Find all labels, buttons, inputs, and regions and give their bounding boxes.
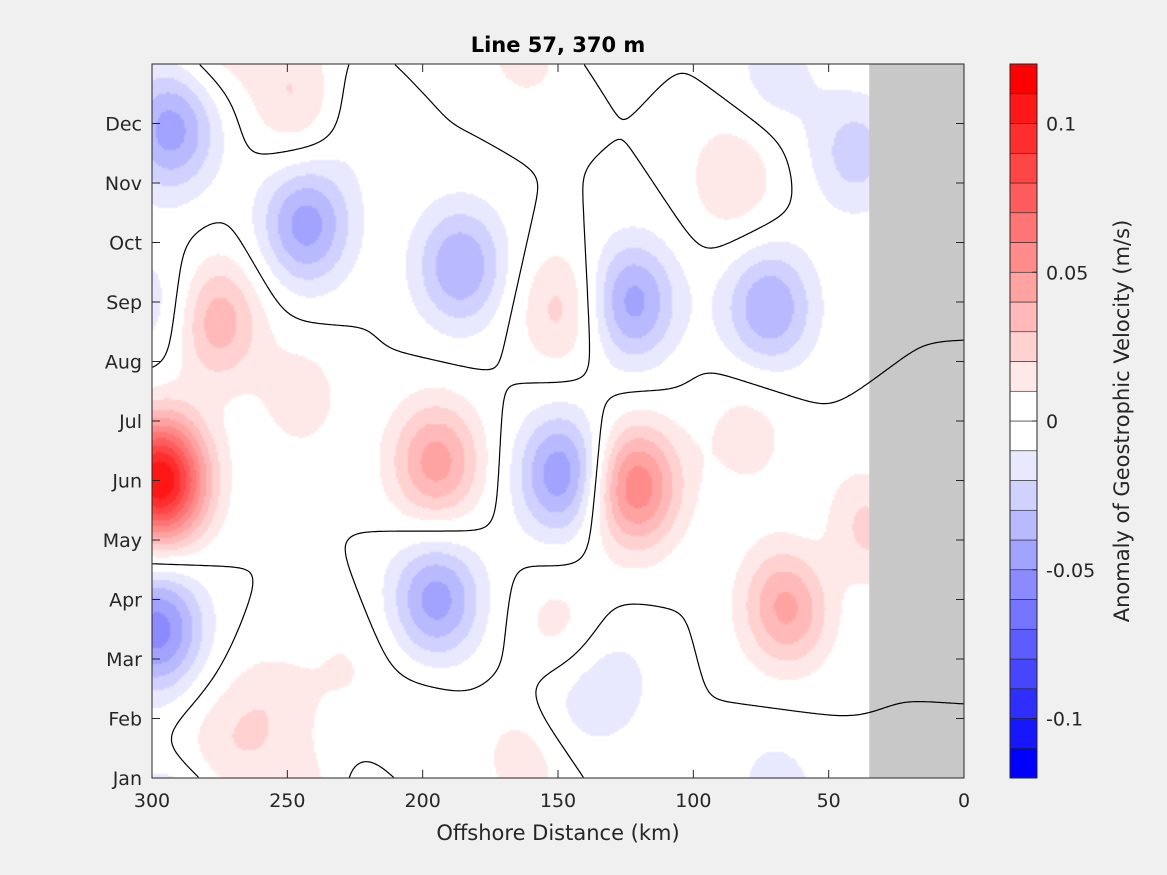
colorbar-tick-label: 0.05 [1046,262,1088,284]
colorbar-level [1009,480,1038,511]
colorbar-level [1009,628,1038,660]
colorbar-level [1009,123,1038,154]
colorbar-level [1009,599,1038,630]
colorbar-level [1009,509,1038,541]
anomaly-field [152,64,964,778]
chart-title: Line 57, 370 m [471,33,646,57]
colorbar-tick-label: -0.05 [1046,560,1095,582]
y-tick-label: Apr [109,590,142,612]
x-tick-label: 100 [675,790,711,812]
x-tick-label: 250 [269,790,305,812]
colorbar-level [1009,569,1038,600]
y-tick-label: Nov [105,173,142,195]
colorbar-level [1009,718,1038,749]
colorbar-label: Anomaly of Geostrophic Velocity (m/s) [1110,220,1134,623]
x-axis: 300 250 200 150 100 50 0 [134,64,970,812]
colorbar-level [1009,93,1038,124]
colorbar-level [1009,152,1038,184]
y-tick-label: Jun [111,471,142,493]
colorbar-level [1009,63,1038,95]
zero-contour-path [152,64,964,778]
colorbar: 0.1 0.05 0 -0.05 -0.1 [1009,63,1095,779]
y-tick-label: Jan [112,768,142,790]
colorbar-level [1009,747,1038,779]
x-tick-label: 150 [540,790,576,812]
colorbar-level [1009,331,1038,362]
y-tick-label: Aug [105,352,142,374]
colorbar-level [1009,420,1038,452]
plot-area [151,63,965,779]
y-tick-label: Feb [108,709,142,731]
zero-contour-lines [152,64,964,778]
colorbar-level [1009,212,1038,243]
colorbar-level [1009,242,1038,273]
colorbar-level [1009,271,1038,303]
colorbar-tick-label: -0.1 [1046,709,1083,731]
x-tick-label: 300 [134,790,170,812]
colorbar-level [1009,450,1038,481]
y-tick-label: Oct [109,233,142,255]
x-axis-label: Offshore Distance (km) [436,821,679,845]
colorbar-tick-label: 0.1 [1046,114,1076,136]
colorbar-level [1009,688,1038,719]
colorbar-level [1009,539,1038,571]
y-tick-label: May [103,530,142,552]
x-tick-label: 50 [817,790,841,812]
y-tick-label: Sep [106,292,142,314]
x-tick-label: 0 [958,790,970,812]
colorbar-tick-label: 0 [1046,411,1058,433]
x-tick-label: 200 [405,790,441,812]
colorbar-level [1009,658,1038,690]
y-tick-label: Jul [118,411,142,433]
colorbar-level [1009,182,1038,214]
colorbar-level [1009,361,1038,392]
y-tick-label: Mar [106,649,142,671]
colorbar-level [1009,390,1038,422]
y-axis: Jan Feb Mar Apr May Jun Jul Aug Sep Oct Nov Dec [103,114,964,790]
colorbar-level [1009,301,1038,333]
no-data-region [869,64,964,778]
y-tick-label: Dec [105,114,142,136]
